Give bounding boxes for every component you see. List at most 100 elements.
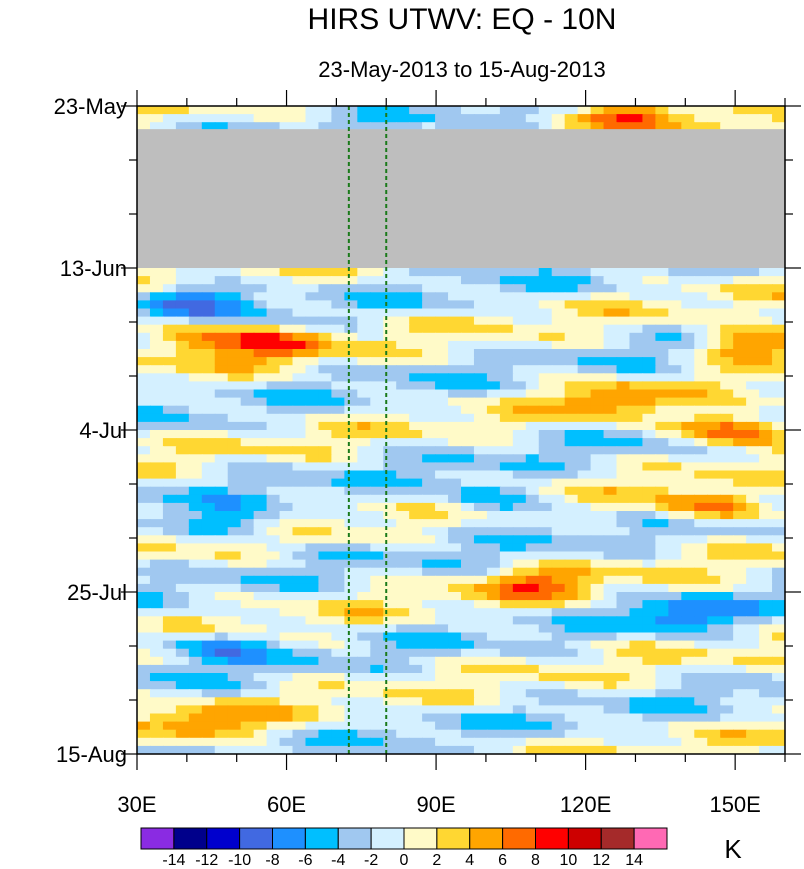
heatmap-cell [188,357,203,366]
heatmap-cell [564,349,579,358]
heatmap-cell [448,381,462,391]
heatmap-cell [629,405,644,415]
heatmap-cell [188,600,203,609]
heatmap-cell [370,664,384,674]
heatmap-cell [214,316,229,326]
heatmap-cell [512,413,527,423]
heatmap-cell [344,381,359,391]
heatmap-cell [305,316,320,326]
heatmap-cell [551,332,566,342]
heatmap-cell [149,673,164,682]
heatmap-cell [629,446,644,455]
heatmap-cell [266,413,281,423]
heatmap-cell [707,308,721,318]
heatmap-cell [551,575,566,585]
heatmap-cell [551,608,566,617]
heatmap-cell [590,608,605,617]
heatmap-cell [383,381,397,391]
heatmap-cell [435,729,449,739]
heatmap-cell [733,656,747,666]
heatmap-cell [422,527,436,536]
heatmap-cell [720,438,734,447]
heatmap-cell [422,511,436,520]
heatmap-cell [331,648,346,658]
heatmap-cell [461,511,475,520]
heatmap-cell [681,340,695,350]
heatmap-cell [253,745,268,754]
heatmap-cell [590,284,605,293]
heatmap-cell [370,122,384,131]
heatmap-cell [577,284,592,293]
heatmap-cell [149,381,164,391]
heatmap-cell [603,575,618,585]
heatmap-cell [214,494,229,504]
heatmap-cell [357,616,371,626]
heatmap-cell [448,583,462,593]
heatmap-cell [461,454,475,464]
heatmap-cell [175,478,190,488]
heatmap-cell [163,754,177,763]
heatmap-cell [175,349,190,358]
heatmap-cell [512,575,527,585]
heatmap-cell [162,397,177,407]
heatmap-cell [720,608,734,617]
heatmap-cell [149,478,164,488]
heatmap-cell [655,511,670,520]
heatmap-cell [551,583,566,593]
heatmap-cell [396,608,410,617]
heatmap-cell [448,340,462,350]
heatmap-cell [383,729,397,739]
heatmap-cell [214,632,229,642]
heatmap-cell [746,656,760,666]
heatmap-cell [162,494,177,504]
heatmap-cell [772,470,785,480]
heatmap-cell [733,268,747,277]
heatmap-cell [616,470,631,480]
heatmap-cell [201,689,216,698]
heatmap-cell [616,462,631,472]
heatmap-cell [344,697,359,707]
heatmap-cell [681,575,695,585]
heatmap-cell [201,308,216,318]
heatmap-cell [461,754,475,763]
heatmap-cell [409,421,423,431]
heatmap-cell [448,365,462,374]
heatmap-cell [396,292,410,302]
heatmap-cell [137,745,151,754]
heatmap-cell [512,567,527,577]
heatmap-cell [525,673,540,682]
heatmap-cell [681,381,695,391]
heatmap-cell [681,478,695,488]
heatmap-cell [383,462,397,472]
heatmap-cell [655,551,670,561]
heatmap-cell [318,494,333,504]
heatmap-cell [759,389,773,399]
heatmap-cell [227,664,242,674]
heatmap-cell [759,357,773,366]
heatmap-cell [512,608,527,617]
heatmap-cell [564,462,579,472]
colorbar-swatch [337,827,372,850]
heatmap-cell [344,535,359,545]
heatmap-cell [707,268,721,277]
heatmap-cell [409,527,423,536]
heatmap-cell [175,462,190,472]
heatmap-cell [642,535,657,545]
heatmap-cell [616,502,631,512]
heatmap-cell [655,705,670,715]
heatmap-cell [409,470,423,480]
heatmap-cell [201,438,216,447]
heatmap-cell [707,640,721,650]
heatmap-cell [577,608,592,617]
heatmap-cell [266,122,281,131]
heatmap-cell [137,567,151,577]
heatmap-cell [746,357,760,366]
heatmap-cell [227,592,242,601]
heatmap-cell [240,656,255,666]
heatmap-cell [344,446,359,455]
heatmap-cell [473,486,488,496]
heatmap-cell [188,527,203,536]
heatmap-cell [642,689,657,698]
heatmap-cell [305,430,320,439]
heatmap-cell [590,527,605,536]
